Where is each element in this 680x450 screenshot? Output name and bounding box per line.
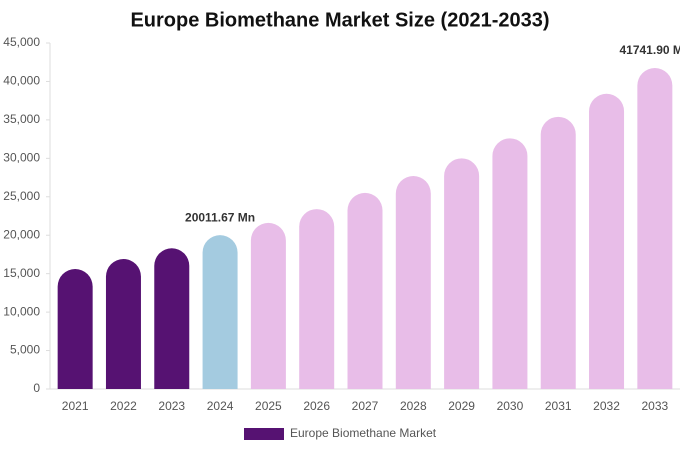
x-tick-label: 2030 (497, 399, 524, 413)
x-tick-label: 2033 (641, 399, 668, 413)
y-tick-label: 35,000 (3, 112, 40, 126)
bar (154, 248, 190, 389)
x-tick-label: 2029 (448, 399, 475, 413)
x-tick-label: 2026 (303, 399, 330, 413)
data-label: 20011.67 Mn (185, 210, 255, 224)
bar (57, 269, 93, 389)
x-tick-label: 2024 (207, 399, 234, 413)
bar (540, 116, 576, 389)
x-tick-label: 2021 (62, 399, 89, 413)
bar (589, 93, 625, 389)
bar (395, 176, 431, 389)
x-tick-label: 2027 (352, 399, 379, 413)
x-tick-label: 2025 (255, 399, 282, 413)
data-label: 41741.90 Mn (619, 43, 680, 57)
y-tick-label: 25,000 (3, 189, 40, 203)
y-tick-label: 5,000 (10, 343, 40, 357)
y-tick-label: 15,000 (3, 266, 40, 280)
y-tick-label: 0 (33, 381, 40, 395)
y-tick-label: 30,000 (3, 151, 40, 165)
bar (250, 222, 286, 389)
legend-swatch (244, 428, 284, 440)
y-tick-label: 40,000 (3, 74, 40, 88)
legend-label: Europe Biomethane Market (290, 426, 437, 440)
x-tick-label: 2032 (593, 399, 620, 413)
x-tick-label: 2028 (400, 399, 427, 413)
bar (299, 209, 335, 389)
y-tick-label: 45,000 (3, 35, 40, 49)
bar (637, 68, 673, 389)
x-tick-label: 2022 (110, 399, 137, 413)
x-tick-label: 2023 (158, 399, 185, 413)
bar (492, 138, 528, 389)
y-tick-label: 20,000 (3, 227, 40, 241)
bar (444, 158, 480, 389)
bar (202, 235, 238, 389)
y-tick-label: 10,000 (3, 304, 40, 318)
chart-title: Europe Biomethane Market Size (2021-2033… (130, 9, 549, 31)
bar (347, 192, 383, 389)
bar (105, 259, 141, 389)
x-tick-label: 2031 (545, 399, 572, 413)
